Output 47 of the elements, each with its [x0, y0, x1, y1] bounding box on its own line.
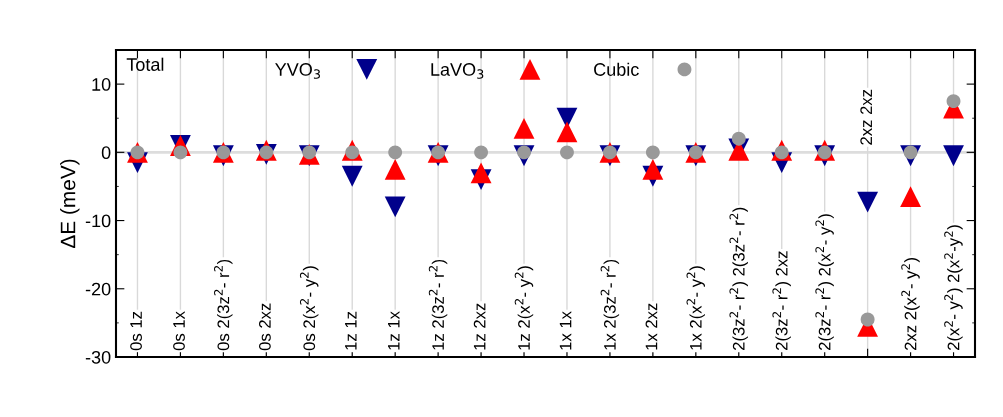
point	[731, 131, 746, 146]
y-tick-label: -30	[85, 350, 111, 364]
x-tick-label: 2xz 2xz	[860, 89, 872, 145]
x-tick-label: 0s 1x	[173, 311, 185, 351]
x-tick-label: 1z 2(x$^{2}$- y$^{2}$)	[514, 266, 534, 350]
category-label: 2(3z$^{2}$- r$^{2}$) 2(3z$^{2}$- r$^{2}$)	[729, 207, 748, 351]
y-tick-label: 10	[92, 78, 111, 91]
point	[384, 158, 406, 180]
x-tick-label: 1x 1x	[559, 311, 572, 350]
x-tick-label: 1x 2(3z$^{2}$- r$^{2}$)	[600, 259, 620, 350]
x-tick-label: 1x 2xz	[645, 303, 658, 350]
point	[341, 165, 363, 187]
point	[946, 94, 961, 109]
y-tick-label: -10	[85, 214, 111, 228]
x-tick-label: 1z 1z	[345, 311, 357, 350]
x-tick-label: 0s 1z	[130, 311, 142, 351]
y-tick-label: -20	[85, 282, 111, 296]
x-tick-label: 0s 2(x$^{2}$- y$^{2}$)	[299, 266, 319, 351]
point	[642, 158, 664, 180]
point	[474, 145, 489, 160]
point	[645, 145, 660, 160]
point	[860, 312, 875, 327]
point	[513, 118, 535, 139]
category-label: 2(x$^{2}$- y$^{2}$) 2(x$^{2}$-y$^{2}$)	[944, 225, 963, 351]
x-tick-label: 2(3z$^{2}$- r$^{2}$) 2xz	[772, 251, 791, 351]
y-tick-label: 0	[101, 146, 111, 160]
point	[556, 121, 578, 143]
point	[388, 145, 403, 160]
y-axis-title: ΔE (meV)	[60, 159, 80, 249]
point	[470, 162, 492, 184]
point	[384, 196, 406, 218]
point	[560, 145, 574, 160]
point	[900, 186, 921, 208]
legend-title: Total	[126, 57, 164, 71]
point	[857, 191, 879, 213]
category-label: 2(3z$^{2}$- r$^{2}$) 2(x$^{2}$- y$^{2}$)	[815, 214, 834, 351]
legend-label: LaVO$_{3}$	[431, 63, 484, 79]
x-tick-label: 0s 2xz	[259, 303, 271, 351]
x-tick-label: 0s 2(3z$^{2}$- r$^{2}$)	[214, 259, 233, 351]
x-tick-label: 1z 1x	[388, 311, 400, 350]
x-tick-label: 1z 2xz	[473, 303, 486, 350]
x-tick-label: 2xz 2(x$^{2}$- y$^{2}$)	[901, 258, 920, 351]
x-tick-label: 1z 2(3z$^{2}$- r$^{2}$)	[428, 259, 448, 350]
x-tick-label: 1x 2(x$^{2}$- y$^{2}$)	[686, 266, 705, 350]
legend-label: Cubic	[594, 62, 639, 76]
legend-label: YVO$_{3}$	[275, 63, 320, 79]
point	[943, 145, 964, 167]
